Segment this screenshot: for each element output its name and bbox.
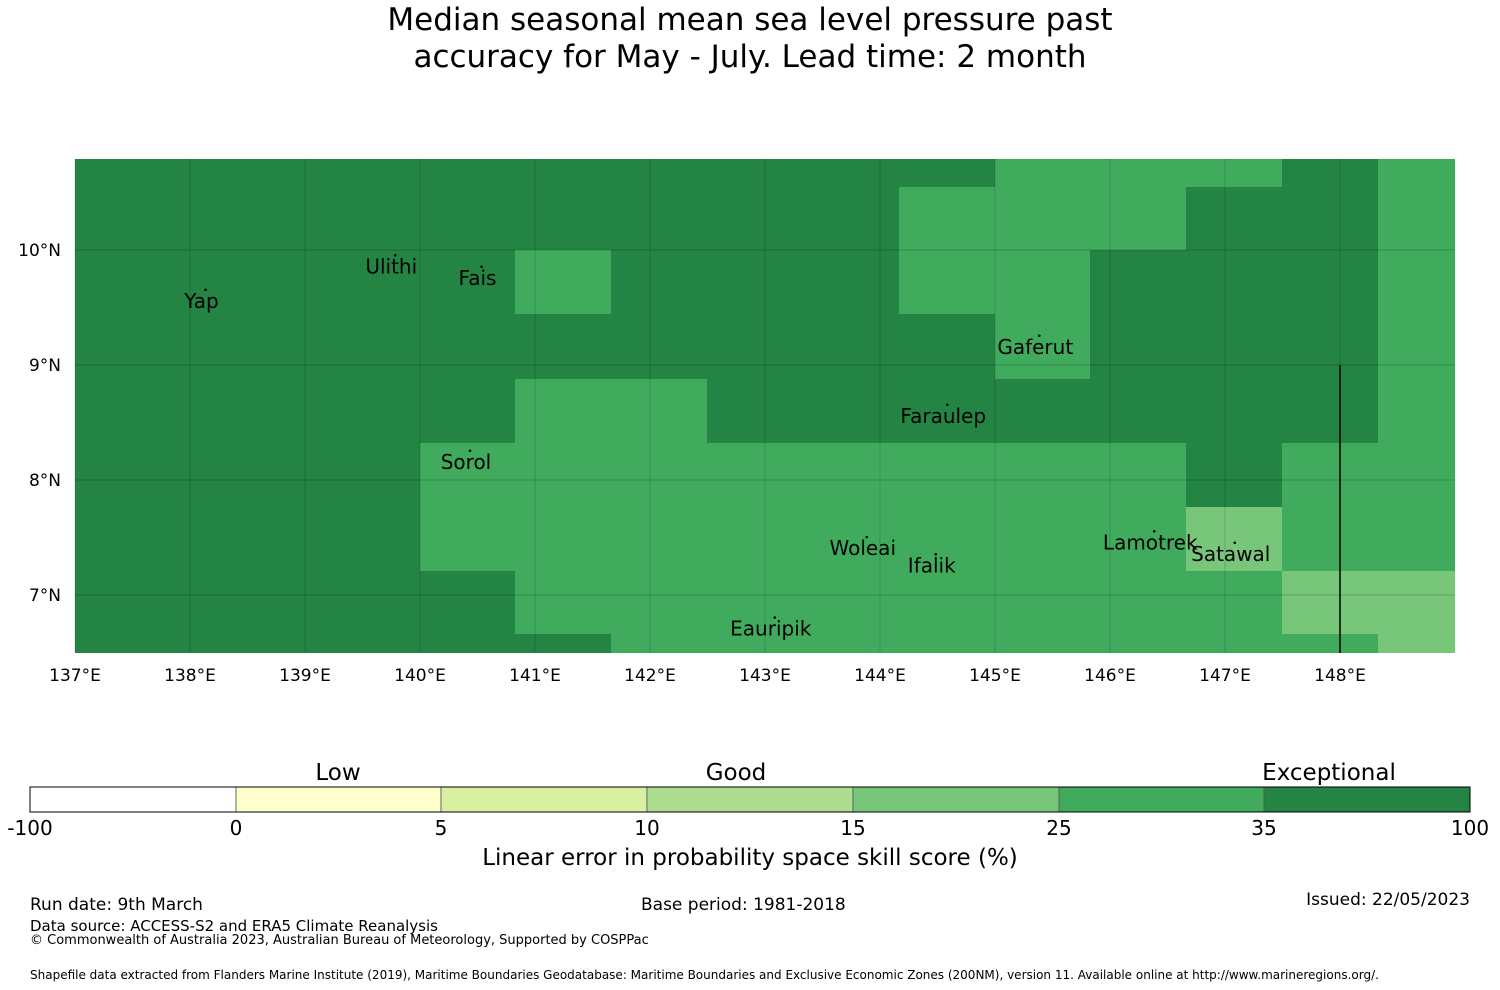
y-tick-label: 9°N <box>29 356 61 376</box>
colorbar <box>29 786 1471 813</box>
island-label: Lamotrek <box>1103 530 1198 554</box>
x-tick-label: 145°E <box>969 666 1021 686</box>
island-label: Faraulep <box>900 404 986 428</box>
skill-cell <box>995 159 1186 250</box>
skill-cell <box>1282 571 1455 634</box>
colorbar-tick: 100 <box>1450 816 1490 840</box>
island-marker <box>480 265 483 269</box>
colorbar-segment <box>29 786 237 813</box>
y-tick-label: 7°N <box>29 586 61 606</box>
island-marker <box>468 449 472 453</box>
x-tick-label: 137°E <box>49 666 101 686</box>
axis-tick-labels: 137°E 138°E 139°E 140°E 141°E 142°E 143°E 144°E… <box>18 241 1366 686</box>
island-marker <box>773 616 777 619</box>
skill-cell <box>1378 634 1455 653</box>
island-label: Fais <box>459 266 497 290</box>
skill-cell <box>1282 443 1378 571</box>
skill-cell <box>515 571 1186 634</box>
skill-cell <box>899 187 995 314</box>
x-tick-label: 143°E <box>739 666 791 686</box>
island-marker <box>865 535 869 539</box>
island-labels: Yap Ulithi Fais Gaferut Faraulep Sorol Woleai I… <box>183 253 1270 641</box>
colorbar-tick: -100 <box>7 816 53 840</box>
island-label: Gaferut <box>997 335 1073 359</box>
x-tick-label: 146°E <box>1084 666 1136 686</box>
colorbar-segment <box>646 786 854 813</box>
island-label: Satawal <box>1191 542 1270 566</box>
skill-cell <box>1186 159 1282 187</box>
colorbar-tick: 25 <box>1046 816 1072 840</box>
island-label: Woleai <box>829 536 896 560</box>
base-period: Base period: 1981-2018 <box>641 895 846 915</box>
run-date: Run date: 9th March <box>30 895 203 915</box>
skill-cell <box>420 443 1186 571</box>
skill-cell <box>515 250 611 314</box>
colorbar-tick: 15 <box>840 816 866 840</box>
island-marker <box>204 288 207 292</box>
colorbar-label-low: Low <box>315 760 361 786</box>
colorbar-label-exceptional: Exceptional <box>1262 760 1396 786</box>
x-tick-label: 142°E <box>624 666 676 686</box>
x-tick-label: 140°E <box>394 666 446 686</box>
skill-cell <box>1378 159 1455 653</box>
colorbar-tick: 0 <box>229 816 243 840</box>
x-tick-label: 148°E <box>1314 666 1366 686</box>
island-label: Sorol <box>441 450 492 474</box>
island-marker <box>934 552 938 556</box>
island-marker <box>1152 529 1156 533</box>
skill-cell <box>1186 507 1282 571</box>
x-tick-label: 144°E <box>854 666 906 686</box>
colorbar-segment <box>852 786 1060 813</box>
island-marker <box>1233 541 1237 545</box>
colorbar-tick: 5 <box>434 816 448 840</box>
x-tick-label: 139°E <box>279 666 331 686</box>
skill-cell <box>1282 634 1378 653</box>
map-title: Median seasonal mean sea level pressure … <box>0 2 1500 76</box>
copyright-notice: © Commonwealth of Australia 2023, Austra… <box>30 933 649 948</box>
island-label: Ifalik <box>908 553 956 577</box>
island-label: Eauripik <box>730 617 812 641</box>
title-line-1: Median seasonal mean sea level pressure … <box>387 2 1113 38</box>
colorbar-label-good: Good <box>705 760 767 786</box>
shapefile-credit: Shapefile data extracted from Flanders M… <box>30 968 1379 982</box>
x-tick-label: 147°E <box>1199 666 1251 686</box>
colorbar-segment <box>1058 786 1265 813</box>
colorbar-frame <box>29 786 1471 813</box>
data-source: Data source: ACCESS-S2 and ERA5 Climate … <box>30 917 438 935</box>
island-marker <box>945 403 949 407</box>
issued-date: Issued: 22/05/2023 <box>1306 890 1470 910</box>
skill-cell <box>611 634 1186 653</box>
colorbar-tick: 10 <box>634 816 660 840</box>
colorbar-segment <box>235 786 442 813</box>
x-tick-label: 141°E <box>509 666 561 686</box>
skill-cells <box>75 159 1455 653</box>
colorbar-tick: 35 <box>1251 816 1277 840</box>
y-tick-label: 8°N <box>29 471 61 491</box>
island-marker <box>393 253 397 257</box>
island-marker <box>1037 334 1041 338</box>
colorbar-segment <box>440 786 648 813</box>
x-tick-label: 138°E <box>164 666 216 686</box>
skill-cell <box>995 250 1090 379</box>
title-line-2: accuracy for May - July. Lead time: 2 mo… <box>413 39 1087 75</box>
colorbar-title: Linear error in probability space skill … <box>482 845 1018 871</box>
y-tick-label: 10°N <box>18 241 61 261</box>
island-label: Ulithi <box>365 254 417 278</box>
colorbar-segment <box>1263 786 1471 813</box>
skill-cell <box>515 379 707 443</box>
island-label: Yap <box>183 289 218 313</box>
